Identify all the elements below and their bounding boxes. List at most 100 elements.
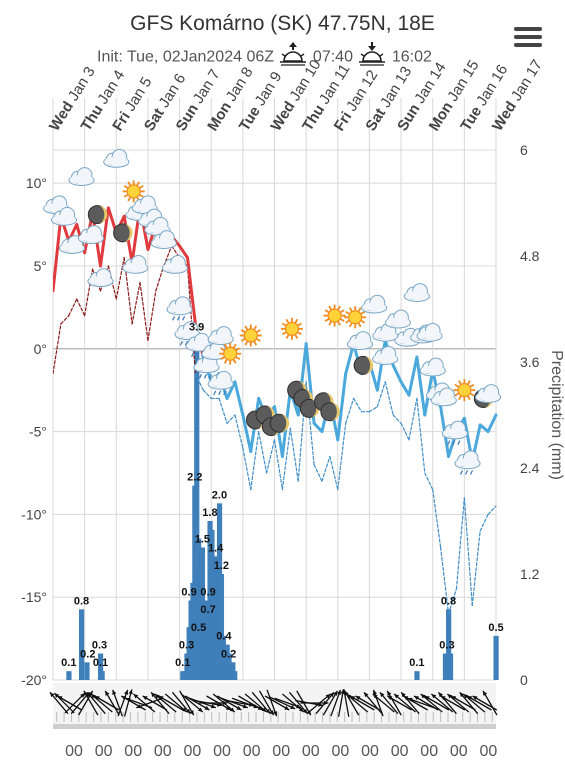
temp-tick-label: -5° bbox=[29, 424, 47, 440]
dewpoint-segment bbox=[60, 315, 70, 325]
dewpoint-segment bbox=[416, 397, 426, 474]
dewpoint-segment bbox=[115, 257, 125, 300]
hamburger-menu-icon[interactable] bbox=[514, 27, 542, 49]
wind-arrow-icon bbox=[424, 695, 450, 711]
dewpoint-segment bbox=[265, 439, 276, 474]
temp-tick-label: -15° bbox=[21, 589, 47, 605]
precip-tick-label: 0 bbox=[520, 672, 528, 688]
cloud-icon bbox=[144, 216, 171, 236]
wind-arrow-icon bbox=[466, 695, 492, 711]
precip-tick-label: 6 bbox=[520, 142, 528, 158]
dewpoint-segment bbox=[471, 530, 481, 607]
precip-value-label: 0.2 bbox=[80, 648, 95, 660]
dewpoint-segment bbox=[392, 414, 402, 424]
wind-arrow-icon bbox=[258, 690, 275, 716]
precip-value-label: 0.4 bbox=[216, 631, 232, 643]
hour-label: 00 bbox=[184, 743, 202, 760]
wind-arrow-icon bbox=[446, 693, 470, 713]
wind-arrow-icon bbox=[379, 691, 399, 715]
cloud-icon bbox=[474, 384, 502, 403]
wind-arrow-icon bbox=[154, 693, 177, 713]
precip-value-label: 0.5 bbox=[488, 622, 503, 634]
temperature-segment bbox=[312, 421, 324, 434]
precip-value-label: 0.7 bbox=[200, 604, 215, 616]
temperature-segment bbox=[407, 355, 419, 397]
dewpoint-segment bbox=[384, 381, 394, 416]
wind-arrow-icon bbox=[450, 695, 476, 711]
dewpoint-segment bbox=[455, 497, 465, 590]
precip-axis-label: Precipitation (mm) bbox=[548, 350, 565, 480]
sunset-icon bbox=[357, 42, 387, 73]
hour-label: 00 bbox=[332, 743, 350, 760]
precip-value-label: 2.0 bbox=[212, 489, 227, 501]
precip-value-label: 3.9 bbox=[189, 322, 204, 334]
precip-bar bbox=[446, 609, 452, 680]
wind-arrow-icon bbox=[420, 693, 443, 713]
hour-label: 00 bbox=[95, 743, 113, 760]
wind-arrow-icon bbox=[300, 700, 329, 706]
wind-arrow-icon bbox=[330, 689, 342, 717]
cloud-icon bbox=[103, 148, 130, 168]
wind-arrow-icon bbox=[112, 689, 123, 717]
precip-tick-label: 2.4 bbox=[520, 460, 540, 476]
dewpoint-segment bbox=[432, 488, 442, 549]
wind-arrow-icon bbox=[440, 695, 466, 711]
hour-label: 00 bbox=[243, 743, 261, 760]
wind-arrow-icon bbox=[288, 691, 308, 715]
precip-value-label: 1.2 bbox=[214, 560, 229, 572]
wind-arrow-icon bbox=[462, 693, 486, 713]
hour-label: 00 bbox=[480, 743, 498, 760]
dewpoint-segment bbox=[424, 472, 434, 491]
precip-value-label: 0.3 bbox=[92, 640, 107, 652]
dewpoint-segment bbox=[76, 298, 86, 317]
temp-tick-label: -10° bbox=[21, 506, 47, 522]
dewpoint-segment bbox=[353, 397, 363, 413]
dewpoint-segment bbox=[479, 513, 489, 532]
sun-icon bbox=[219, 342, 242, 365]
wind-arrow-icon bbox=[150, 691, 170, 715]
temp-tick-label: 10° bbox=[26, 175, 47, 191]
wind-arrow-icon bbox=[206, 695, 232, 711]
precip-tick-label: 3.6 bbox=[520, 354, 540, 370]
sunrise-icon bbox=[278, 42, 308, 73]
wind-arrow-icon bbox=[83, 690, 99, 716]
cloud-icon bbox=[384, 309, 412, 329]
wind-arrow-icon bbox=[123, 689, 133, 717]
cloud-icon bbox=[416, 322, 443, 342]
precip-bar bbox=[194, 335, 200, 680]
init-row: Init: Tue, 02Jan2024 06Z 07:40 16:02 bbox=[97, 42, 432, 73]
precip-value-label: 0.3 bbox=[439, 640, 454, 652]
wind-band bbox=[53, 683, 496, 725]
precip-value-label: 0.9 bbox=[200, 587, 215, 599]
precip-value-label: 0.8 bbox=[74, 595, 89, 607]
wind-arrow-icon bbox=[216, 695, 242, 711]
wind-arrow-icon bbox=[164, 693, 188, 713]
wind-arrow-icon bbox=[117, 689, 129, 717]
dewpoint-segment bbox=[155, 265, 165, 292]
temperature-segment bbox=[178, 244, 189, 260]
temperature-segment bbox=[53, 214, 63, 293]
cloud-icon bbox=[87, 268, 114, 288]
dewpoint-segment bbox=[258, 430, 268, 474]
dewpoint-segment bbox=[226, 414, 236, 424]
hour-label: 00 bbox=[272, 743, 290, 760]
rain-cloud-icon bbox=[207, 370, 234, 396]
cloud-icon bbox=[131, 195, 158, 215]
moon-icon bbox=[87, 205, 108, 225]
temp-tick-label: 0° bbox=[34, 341, 47, 357]
cloud-icon bbox=[122, 254, 149, 274]
precip-bar bbox=[447, 653, 454, 680]
temperature-segment bbox=[336, 372, 348, 442]
dewpoint-segment bbox=[463, 497, 473, 607]
wind-arrow-icon bbox=[308, 693, 331, 713]
wind-arrow-icon bbox=[264, 695, 290, 711]
sun-icon bbox=[453, 379, 476, 402]
temperature-segment bbox=[478, 423, 490, 434]
wind-arrow-icon bbox=[238, 695, 264, 711]
precip-tick-label: 4.8 bbox=[520, 248, 540, 264]
cloud-icon bbox=[77, 225, 105, 244]
temperature-segment bbox=[391, 363, 403, 384]
precip-value-label: 1.5 bbox=[195, 534, 210, 546]
dewpoint-segment bbox=[273, 439, 284, 491]
precip-bar bbox=[442, 653, 449, 680]
